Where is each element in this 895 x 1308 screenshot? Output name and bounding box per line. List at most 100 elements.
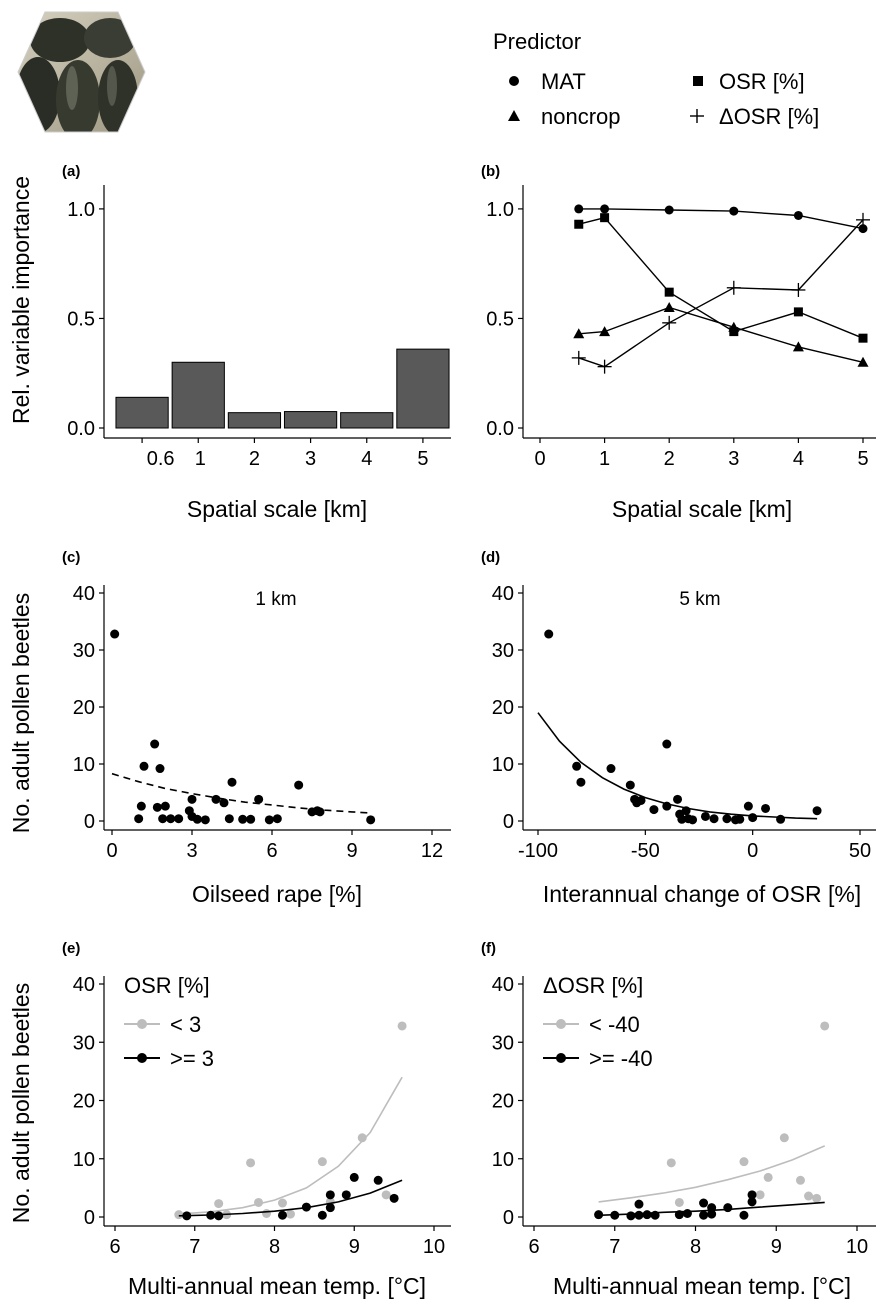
data-point	[219, 798, 229, 808]
data-point	[341, 1190, 351, 1200]
y-tick-label: 10	[492, 754, 514, 776]
data-point	[812, 1193, 822, 1203]
panel-label: (f)	[481, 940, 496, 957]
x-tick-label: 1	[599, 448, 610, 470]
legend-label-mat: MAT	[541, 69, 586, 94]
data-point	[743, 801, 753, 811]
x-tick-label: 0.6	[147, 448, 175, 470]
data-point	[664, 205, 674, 215]
data-point	[707, 1209, 717, 1219]
panel-label: (d)	[481, 549, 500, 566]
data-point	[571, 350, 586, 365]
data-point	[573, 328, 585, 339]
fit-line	[537, 712, 818, 820]
data-point	[277, 1198, 287, 1208]
series-line	[578, 216, 864, 339]
y-tick-label: 40	[492, 974, 514, 996]
data-point	[723, 1203, 733, 1213]
data-point	[134, 814, 144, 824]
x-tick-label: 3	[728, 448, 739, 470]
data-point	[747, 1190, 757, 1200]
panel-f-plot-area: 0 10 20 30 40 6 7 8 9 10	[492, 974, 876, 1258]
data-point	[277, 1210, 287, 1220]
data-point	[728, 321, 740, 332]
legend-triangle-icon	[508, 110, 520, 121]
y-tick-label: 20	[73, 697, 95, 719]
data-point	[254, 794, 264, 804]
series-circle	[574, 204, 868, 234]
data-point	[227, 777, 237, 787]
data-point	[664, 287, 674, 297]
panel-a-plot-area: 0.0 0.5 1.0 0.6 1 2 3 4 5	[67, 185, 451, 470]
x-tick-label: 7	[189, 1236, 200, 1258]
series	[594, 1190, 825, 1221]
data-point	[642, 1210, 652, 1220]
data-point	[214, 1199, 224, 1209]
x-tick-label: 0	[106, 840, 117, 862]
legend-label: < -40	[589, 1012, 640, 1037]
data-point	[285, 1209, 295, 1219]
y-tick-label: 10	[73, 1149, 95, 1171]
series	[178, 1172, 403, 1221]
data-point	[674, 1197, 684, 1207]
bar	[283, 411, 338, 429]
data-point	[858, 333, 868, 343]
data-point	[597, 359, 612, 374]
data-point	[174, 1210, 184, 1220]
data-point	[857, 356, 869, 367]
data-point	[317, 1210, 327, 1220]
y-tick-label: 30	[73, 640, 95, 662]
legend-label: >= 3	[170, 1046, 214, 1071]
data-point	[381, 1190, 391, 1200]
data-point	[294, 780, 304, 790]
x-axis-title: Multi-annual mean temp. [°C]	[128, 1273, 426, 1299]
x-axis-title: Spatial scale [km]	[612, 496, 792, 522]
data-point	[211, 794, 221, 804]
data-point	[254, 1197, 264, 1207]
data-point	[200, 815, 210, 825]
y-tick-label: 0	[84, 1207, 95, 1229]
x-tick-label: 50	[849, 840, 871, 862]
scale-annotation: 5 km	[679, 589, 720, 610]
data-point	[812, 806, 822, 816]
data-point	[634, 1199, 644, 1209]
y-tick-label: 20	[73, 1091, 95, 1113]
data-point	[357, 1133, 367, 1143]
data-point	[317, 1157, 327, 1167]
series-plus	[571, 212, 870, 374]
data-point	[795, 1175, 805, 1185]
data-point	[599, 326, 611, 337]
x-tick-label: 10	[846, 1236, 868, 1258]
data-point	[682, 1209, 692, 1219]
data-point	[729, 206, 739, 216]
y-tick-label: 0	[503, 811, 514, 833]
y-tick-label: 20	[492, 697, 514, 719]
data-point	[707, 1203, 717, 1213]
data-point	[150, 739, 160, 749]
y-tick-label: 0	[84, 811, 95, 833]
data-point	[574, 204, 584, 214]
y-tick-label: 40	[73, 583, 95, 605]
data-point	[755, 1190, 765, 1200]
bar	[171, 361, 225, 429]
data-point	[214, 1211, 224, 1221]
panel-a: (a) 0.0 0.5 1.0 0.6 1 2 3 4 5 Spatial scale [km]…	[8, 163, 451, 522]
x-axis-title: Interannual change of OSR [%]	[543, 881, 861, 907]
x-axis-title: Oilseed rape [%]	[192, 881, 362, 907]
data-point	[373, 1175, 383, 1185]
data-point	[735, 814, 745, 824]
x-tick-label: 0	[534, 448, 545, 470]
legend-label-osr: OSR [%]	[719, 69, 805, 94]
x-tick-label: 3	[186, 840, 197, 862]
data-point	[600, 213, 610, 223]
x-tick-label: 2	[664, 448, 675, 470]
y-tick-label: 30	[492, 640, 514, 662]
legend-gray-key	[543, 1019, 579, 1029]
data-point	[315, 807, 325, 817]
data-point	[709, 814, 719, 824]
data-point	[791, 282, 806, 297]
data-point	[325, 1190, 335, 1200]
x-axis-title: Spatial scale [km]	[187, 496, 367, 522]
x-tick-label: 0	[747, 840, 758, 862]
data-point	[544, 629, 554, 639]
